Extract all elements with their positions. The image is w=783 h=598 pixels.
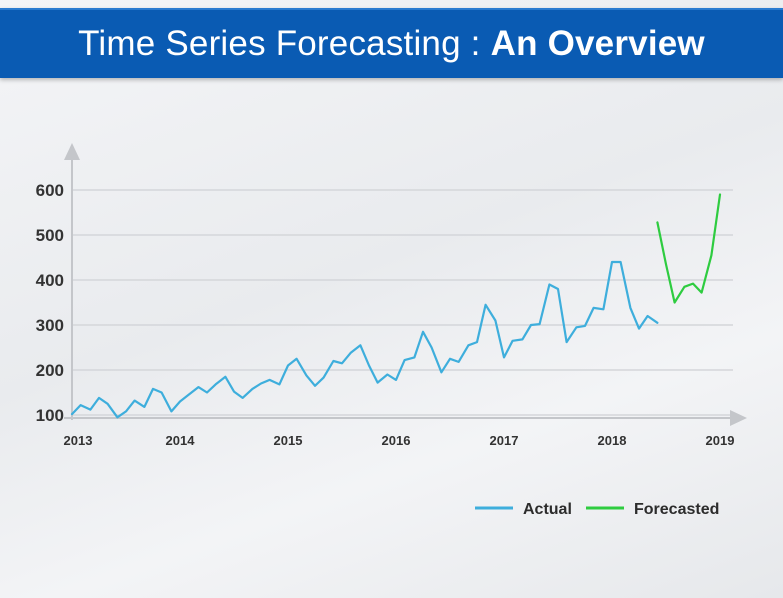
- y-tick-label: 600: [36, 181, 64, 200]
- x-tick-label: 2014: [166, 433, 196, 448]
- x-tick-label: 2016: [382, 433, 411, 448]
- y-tick-label: 400: [36, 271, 64, 290]
- y-tick-label: 500: [36, 226, 64, 245]
- legend-label-actual: Actual: [523, 501, 572, 518]
- x-tick-label: 2019: [706, 433, 735, 448]
- page-title: Time Series Forecasting : An Overview: [0, 10, 783, 78]
- title-light-text: Time Series Forecasting :: [78, 24, 481, 63]
- title-banner: Time Series Forecasting : An Overview: [0, 8, 783, 78]
- x-tick-label: 2013: [64, 433, 93, 448]
- series-line-actual: [70, 260, 659, 419]
- y-tick-label: 300: [36, 316, 64, 335]
- y-tick-label: 100: [36, 406, 64, 425]
- x-tick-label: 2018: [598, 433, 627, 448]
- x-tick-label: 2017: [490, 433, 519, 448]
- y-axis-arrow: [64, 143, 80, 160]
- y-tick-label: 200: [36, 361, 64, 380]
- series-line-forecasted: [656, 193, 722, 304]
- x-axis-arrow: [730, 410, 747, 426]
- legend-label-forecasted: Forecasted: [634, 501, 719, 518]
- x-tick-label: 2015: [274, 433, 303, 448]
- title-bold-text: An Overview: [490, 24, 705, 63]
